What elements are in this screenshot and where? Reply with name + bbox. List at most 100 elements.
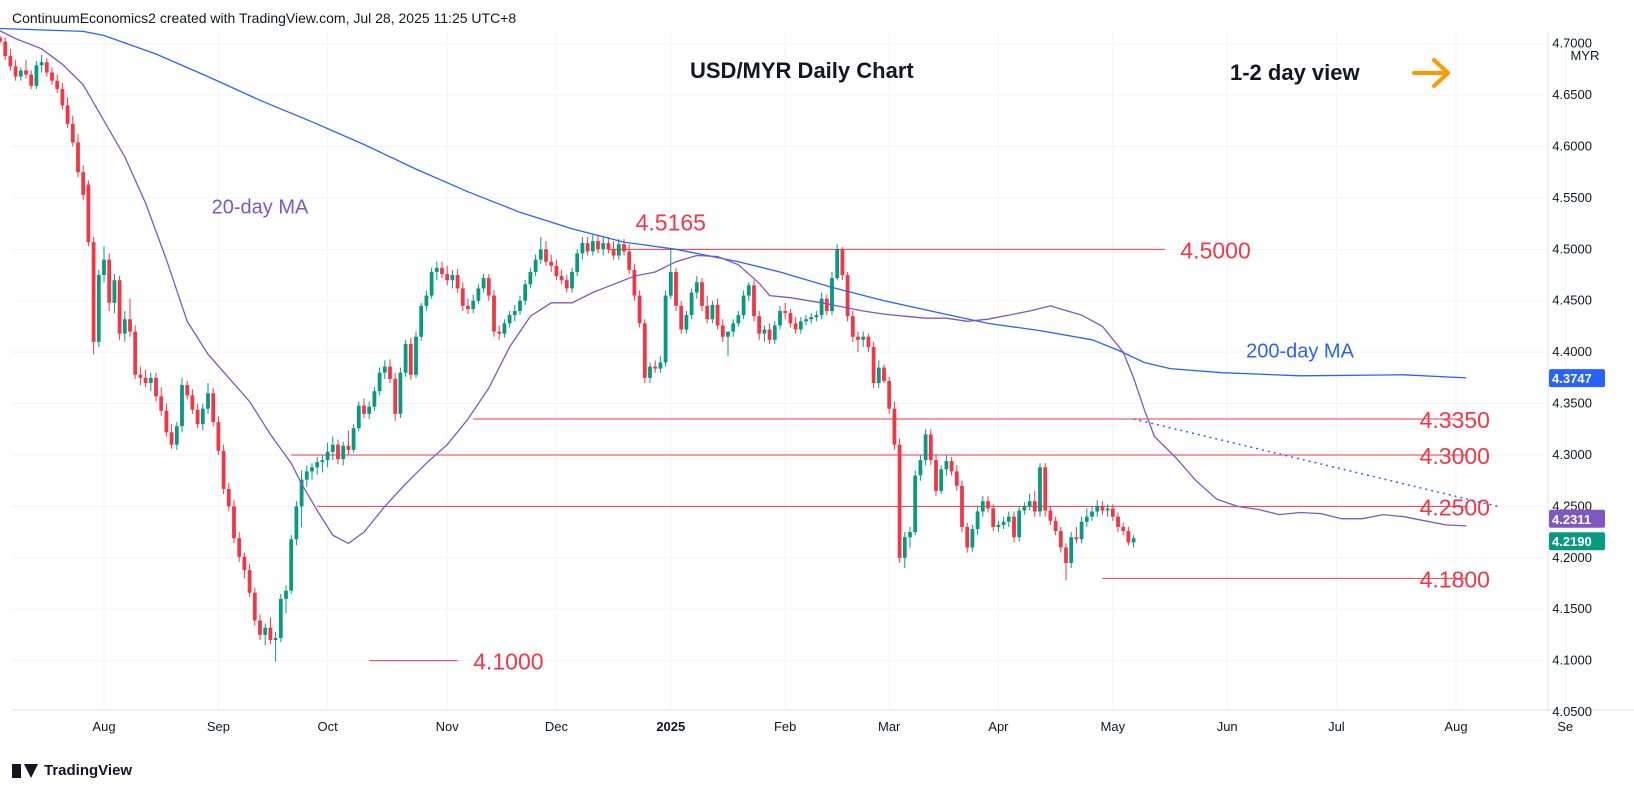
x-tick-label: Sep xyxy=(207,719,230,734)
x-tick-label: Oct xyxy=(317,719,338,734)
candle-body xyxy=(544,249,548,262)
x-tick-label: Mar xyxy=(878,719,901,734)
candle-body xyxy=(294,506,299,540)
candle-body xyxy=(86,184,91,243)
candle-body xyxy=(388,366,392,379)
candle-body xyxy=(970,528,975,548)
candle-body xyxy=(648,366,652,378)
candle-body xyxy=(460,288,465,306)
arrow-right-icon xyxy=(1412,58,1450,88)
tradingview-logo-icon xyxy=(12,763,38,778)
time-axis[interactable]: Aug Sep Oct Nov Dec 2025 Feb Mar Apr May Jun Jul Aug… xyxy=(92,719,1573,734)
candle-body xyxy=(398,372,403,414)
candle-body xyxy=(1048,510,1053,521)
candle-body xyxy=(939,469,944,491)
candle-body xyxy=(840,249,845,276)
candle-body xyxy=(835,249,840,279)
candle-body xyxy=(289,539,294,591)
candle-body xyxy=(538,249,543,260)
candle-body xyxy=(278,598,283,638)
x-tick-label: Apr xyxy=(988,719,1009,734)
candle-body xyxy=(39,62,44,66)
candle-body xyxy=(263,627,268,635)
candle-body xyxy=(934,460,938,491)
candle-body xyxy=(362,405,366,414)
candle-body xyxy=(689,292,694,316)
candle-body xyxy=(731,323,736,332)
candle-body xyxy=(944,461,949,470)
candle-body xyxy=(720,325,725,337)
y-tick-label: 4.3500 xyxy=(1552,396,1592,411)
candle-body xyxy=(928,434,933,461)
candle-body xyxy=(164,410,169,433)
candle-body xyxy=(710,304,715,320)
candle-body xyxy=(325,451,330,461)
candle-body xyxy=(590,241,595,252)
candle-body xyxy=(107,259,112,303)
tradingview-logo[interactable]: TradingView xyxy=(12,762,132,779)
candle-body xyxy=(310,467,314,472)
moving-average-lines xyxy=(0,27,1467,545)
x-tick-label: Nov xyxy=(436,719,460,734)
candle-body xyxy=(424,295,429,306)
level-label: 4.5000 xyxy=(1180,237,1250,263)
candle-body xyxy=(34,65,39,86)
candle-body xyxy=(351,428,356,450)
price-axis[interactable]: 4.7000 4.6500 4.6000 4.5500 4.5000 4.4500 4.40… xyxy=(1549,36,1605,719)
candle-body xyxy=(320,460,325,463)
candle-body xyxy=(299,479,304,507)
candle-body xyxy=(611,249,616,256)
y-tick-label: 4.5500 xyxy=(1552,190,1592,205)
candle-body xyxy=(466,305,470,309)
y-tick-label: 4.4500 xyxy=(1552,293,1592,308)
candle-body xyxy=(824,298,829,312)
candle-body xyxy=(1043,467,1048,511)
candle-body xyxy=(221,450,226,489)
candle-body xyxy=(512,311,517,316)
trend-line xyxy=(1133,418,1498,508)
candle-body xyxy=(1058,531,1063,548)
candle-body xyxy=(143,377,148,383)
y-tick-label: 4.4000 xyxy=(1552,344,1592,359)
chart-title: USD/MYR Daily Chart xyxy=(690,58,914,83)
candle-body xyxy=(29,74,34,86)
candle-body xyxy=(393,378,398,414)
chart-attribution: ContinuumEconomics2 created with Trading… xyxy=(12,10,517,26)
candle-body xyxy=(986,501,990,509)
candle-body xyxy=(356,405,361,429)
candle-body xyxy=(668,271,673,296)
candle-body xyxy=(814,315,819,318)
candle-body xyxy=(700,282,704,306)
x-tick-label: Dec xyxy=(545,719,569,734)
candle-body xyxy=(783,311,788,314)
candle-body xyxy=(450,275,455,281)
candle-body xyxy=(341,445,346,460)
last-price-badge xyxy=(1549,509,1605,528)
candle-body xyxy=(24,70,28,75)
candle-body xyxy=(1017,510,1022,538)
candle-body xyxy=(757,316,762,334)
candle-body xyxy=(1053,520,1058,532)
candle-body xyxy=(76,142,80,173)
candle-body xyxy=(658,362,663,369)
candle-body xyxy=(897,444,902,558)
candle-body xyxy=(663,295,668,363)
candle-body xyxy=(258,620,262,635)
candle-body xyxy=(533,259,538,272)
x-tick-label: May xyxy=(1101,719,1126,734)
candle-body xyxy=(980,501,985,512)
view-label: 1-2 day view xyxy=(1230,60,1361,85)
candle-body xyxy=(726,331,730,337)
last-price-badge xyxy=(1549,369,1605,388)
candle-body xyxy=(96,275,101,342)
candle-body xyxy=(892,408,897,445)
candle-body xyxy=(429,271,434,296)
level-label: 4.3000 xyxy=(1420,443,1490,469)
candle-body xyxy=(112,280,117,303)
candle-body xyxy=(1027,501,1032,507)
candle-body xyxy=(216,422,221,451)
candle-body xyxy=(70,123,75,143)
x-tick-label: Jun xyxy=(1217,719,1238,734)
candle-body xyxy=(481,278,486,289)
